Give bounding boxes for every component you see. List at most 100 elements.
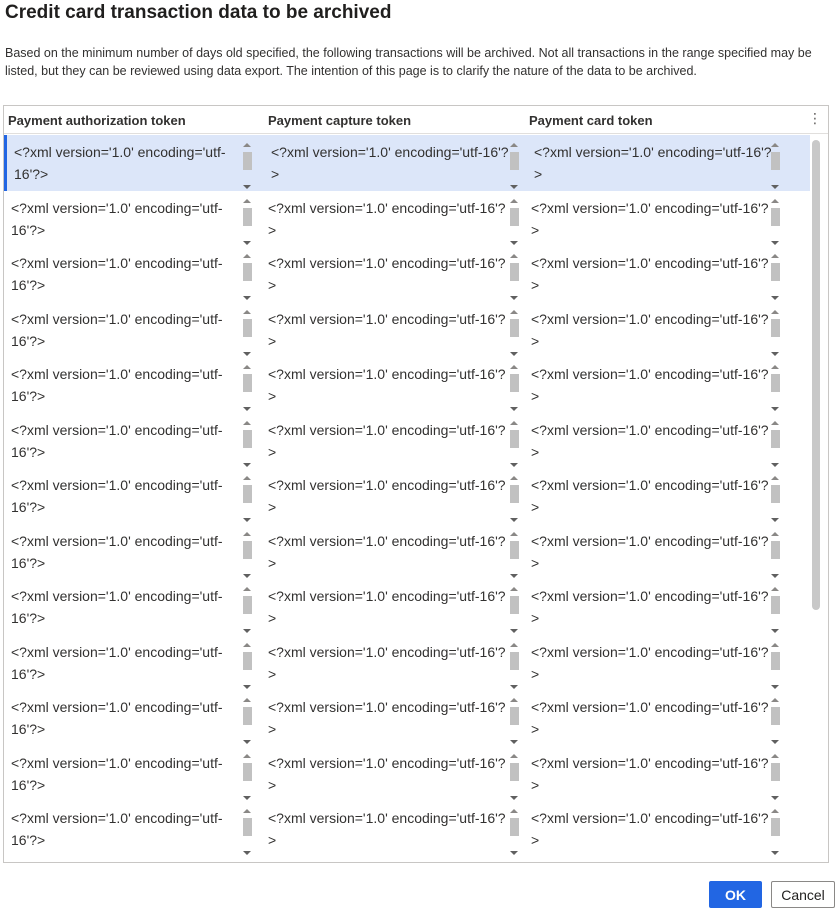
cell-scrollbar[interactable] — [508, 586, 521, 634]
table-row[interactable]: <?xml version='1.0' encoding='utf-16'?> <… — [4, 191, 810, 247]
cell-scrollbar[interactable] — [508, 253, 521, 301]
table-row[interactable]: <?xml version='1.0' encoding='utf-16'?> <… — [4, 801, 810, 857]
scroll-up-arrow-icon[interactable] — [243, 531, 251, 536]
scroll-up-arrow-icon[interactable] — [510, 309, 518, 314]
scroll-up-arrow-icon[interactable] — [771, 698, 779, 702]
table-row[interactable]: <?xml version='1.0' encoding='utf-16'?> <… — [4, 468, 810, 524]
scroll-up-arrow-icon[interactable] — [510, 642, 518, 647]
cell-authorization-token[interactable]: <?xml version='1.0' encoding='utf-16'?> — [11, 361, 255, 411]
cell-authorization-token[interactable]: <?xml version='1.0' encoding='utf-16'?> — [11, 639, 255, 689]
table-row[interactable]: <?xml version='1.0' encoding='utf-16'?> <… — [4, 357, 810, 413]
scroll-up-arrow-icon[interactable] — [510, 476, 518, 480]
scroll-thumb[interactable] — [510, 485, 519, 503]
scroll-thumb[interactable] — [771, 374, 780, 392]
scroll-thumb[interactable] — [771, 485, 780, 503]
scroll-down-arrow-icon[interactable] — [771, 740, 779, 744]
scroll-down-arrow-icon[interactable] — [243, 407, 251, 411]
scroll-down-arrow-icon[interactable] — [510, 740, 518, 744]
table-row[interactable]: <?xml version='1.0' encoding='utf-16'?> <… — [4, 135, 810, 191]
table-row[interactable]: <?xml version='1.0' encoding='utf-16'?> <… — [4, 524, 810, 580]
scroll-thumb[interactable] — [510, 374, 519, 392]
scroll-up-arrow-icon[interactable] — [510, 531, 518, 536]
cell-scrollbar[interactable] — [769, 642, 782, 690]
cell-capture-token[interactable]: <?xml version='1.0' encoding='utf-16'?> — [268, 250, 522, 300]
cell-capture-token[interactable]: <?xml version='1.0' encoding='utf-16'?> — [268, 805, 522, 855]
cell-authorization-token[interactable]: <?xml version='1.0' encoding='utf-16'?> — [11, 306, 255, 356]
cell-authorization-token[interactable]: <?xml version='1.0' encoding='utf-16'?> — [11, 528, 255, 578]
scroll-thumb[interactable] — [510, 707, 519, 725]
scroll-up-arrow-icon[interactable] — [771, 476, 779, 480]
scroll-up-arrow-icon[interactable] — [243, 642, 251, 647]
cell-scrollbar[interactable] — [508, 475, 521, 523]
cell-scrollbar[interactable] — [241, 309, 254, 357]
scroll-thumb[interactable] — [771, 318, 780, 337]
scroll-down-arrow-icon[interactable] — [243, 240, 251, 245]
scroll-up-arrow-icon[interactable] — [243, 698, 251, 702]
scroll-down-arrow-icon[interactable] — [510, 684, 518, 689]
cell-card-token[interactable]: <?xml version='1.0' encoding='utf-16'?> — [531, 139, 783, 189]
cell-card-token[interactable]: <?xml version='1.0' encoding='utf-16'?> — [531, 306, 783, 356]
scroll-down-arrow-icon[interactable] — [771, 296, 779, 300]
scroll-down-arrow-icon[interactable] — [510, 629, 518, 633]
cancel-button[interactable]: Cancel — [771, 881, 835, 908]
scroll-up-arrow-icon[interactable] — [771, 254, 779, 258]
scroll-up-arrow-icon[interactable] — [243, 420, 251, 425]
cell-scrollbar[interactable] — [508, 531, 521, 579]
cell-authorization-token[interactable]: <?xml version='1.0' encoding='utf-16'?> — [11, 694, 255, 744]
grid-vertical-scrollbar[interactable] — [812, 140, 820, 610]
scroll-thumb[interactable] — [771, 596, 780, 614]
scroll-down-arrow-icon[interactable] — [243, 185, 251, 189]
cell-scrollbar[interactable] — [508, 420, 521, 468]
scroll-up-arrow-icon[interactable] — [510, 198, 518, 203]
cell-scrollbar[interactable] — [241, 531, 254, 579]
cell-card-token[interactable]: <?xml version='1.0' encoding='utf-16'?> — [531, 639, 783, 689]
scroll-down-arrow-icon[interactable] — [243, 740, 251, 744]
cell-card-token[interactable]: <?xml version='1.0' encoding='utf-16'?> — [531, 805, 783, 855]
cell-card-token[interactable]: <?xml version='1.0' encoding='utf-16'?> — [531, 472, 783, 522]
cell-capture-token[interactable]: <?xml version='1.0' encoding='utf-16'?> — [268, 639, 522, 689]
scroll-thumb[interactable] — [771, 707, 780, 725]
scroll-up-arrow-icon[interactable] — [771, 365, 779, 369]
cell-scrollbar[interactable] — [508, 642, 521, 690]
scroll-thumb[interactable] — [243, 152, 252, 170]
cell-scrollbar[interactable] — [241, 697, 254, 745]
table-row[interactable]: <?xml version='1.0' encoding='utf-16'?> <… — [4, 246, 810, 302]
cell-scrollbar[interactable] — [508, 198, 521, 246]
cell-authorization-token[interactable]: <?xml version='1.0' encoding='utf-16'?> — [11, 472, 255, 522]
cell-authorization-token[interactable]: <?xml version='1.0' encoding='utf-16'?> — [11, 417, 255, 467]
scroll-thumb[interactable] — [243, 707, 252, 725]
cell-capture-token[interactable]: <?xml version='1.0' encoding='utf-16'?> — [268, 750, 522, 800]
ok-button[interactable]: OK — [709, 881, 762, 908]
scroll-up-arrow-icon[interactable] — [243, 254, 251, 258]
scroll-thumb[interactable] — [510, 429, 519, 448]
cell-card-token[interactable]: <?xml version='1.0' encoding='utf-16'?> — [531, 417, 783, 467]
scroll-down-arrow-icon[interactable] — [243, 573, 251, 578]
scroll-down-arrow-icon[interactable] — [510, 351, 518, 356]
cell-scrollbar[interactable] — [241, 142, 254, 190]
scroll-thumb[interactable] — [243, 818, 252, 836]
cell-card-token[interactable]: <?xml version='1.0' encoding='utf-16'?> — [531, 750, 783, 800]
scroll-thumb[interactable] — [510, 540, 519, 559]
cell-scrollbar[interactable] — [241, 475, 254, 523]
cell-scrollbar[interactable] — [769, 808, 782, 856]
cell-card-token[interactable]: <?xml version='1.0' encoding='utf-16'?> — [531, 528, 783, 578]
scroll-up-arrow-icon[interactable] — [510, 254, 518, 258]
scroll-down-arrow-icon[interactable] — [771, 518, 779, 522]
cell-scrollbar[interactable] — [508, 753, 521, 801]
scroll-up-arrow-icon[interactable] — [243, 198, 251, 203]
scroll-thumb[interactable] — [243, 485, 252, 503]
cell-scrollbar[interactable] — [769, 753, 782, 801]
scroll-up-arrow-icon[interactable] — [243, 587, 251, 591]
cell-scrollbar[interactable] — [769, 475, 782, 523]
cell-capture-token[interactable]: <?xml version='1.0' encoding='utf-16'?> — [268, 472, 522, 522]
column-header-capture-token[interactable]: Payment capture token — [268, 113, 412, 128]
cell-capture-token[interactable]: <?xml version='1.0' encoding='utf-16'?> — [268, 361, 522, 411]
scroll-thumb[interactable] — [243, 651, 252, 670]
scroll-up-arrow-icon[interactable] — [243, 365, 251, 369]
scroll-thumb[interactable] — [510, 762, 519, 781]
scroll-up-arrow-icon[interactable] — [243, 143, 251, 147]
scroll-down-arrow-icon[interactable] — [510, 240, 518, 245]
scroll-thumb[interactable] — [243, 318, 252, 337]
scroll-up-arrow-icon[interactable] — [771, 309, 779, 314]
column-options-icon[interactable]: ⋮ — [808, 110, 822, 126]
